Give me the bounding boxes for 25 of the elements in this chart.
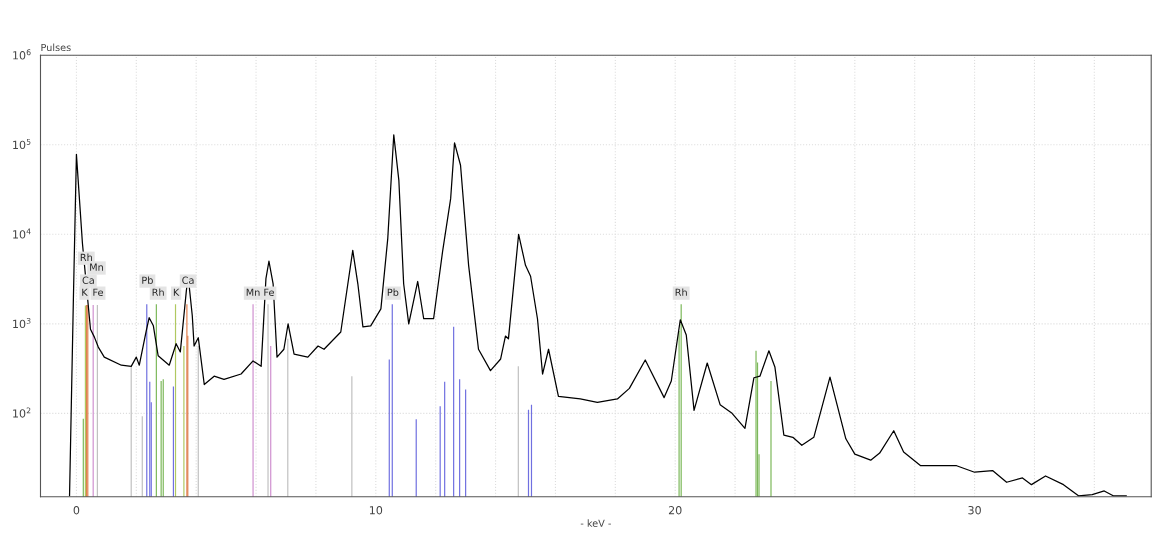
x-axis-title: - keV - (580, 519, 611, 527)
x-tick-label: 10 (369, 506, 383, 515)
y-tick-label: 10$^{2}$ (13, 407, 31, 418)
line-series (68, 134, 1127, 497)
annotation: Fe (93, 288, 103, 296)
y-tick-label: 10$^{4}$ (13, 228, 31, 239)
annotation: Rh (675, 288, 687, 296)
annotation: Mn (246, 288, 260, 296)
annotation: Ca (82, 276, 94, 284)
x-tick-label: 30 (968, 506, 981, 515)
annotation: Pb (387, 288, 399, 296)
y-axis-title: Pulses (41, 43, 71, 52)
annotation: Mn (90, 263, 103, 271)
annotation: Rh (80, 253, 92, 261)
annotation: Ca (182, 276, 194, 284)
x-tick-label: 0 (73, 506, 80, 515)
annotation: K (173, 288, 180, 296)
y-tick-label: 10$^{3}$ (13, 317, 31, 329)
y-tick-label: 10$^{5}$ (13, 138, 31, 150)
y-tick-label: 10$^{6}$ (13, 49, 31, 60)
x-tick-label: 20 (668, 506, 682, 515)
annotation: K (82, 288, 88, 296)
annotation: Fe (264, 288, 274, 296)
annotation: Rh (152, 288, 164, 296)
annotation: Pb (142, 276, 153, 284)
